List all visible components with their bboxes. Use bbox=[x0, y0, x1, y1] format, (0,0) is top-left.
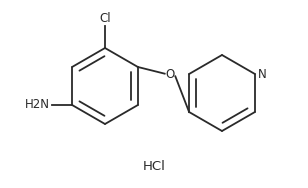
Text: O: O bbox=[165, 68, 175, 82]
Text: N: N bbox=[258, 67, 267, 80]
Text: H2N: H2N bbox=[25, 99, 50, 111]
Text: HCl: HCl bbox=[143, 159, 165, 173]
Text: Cl: Cl bbox=[99, 12, 111, 25]
